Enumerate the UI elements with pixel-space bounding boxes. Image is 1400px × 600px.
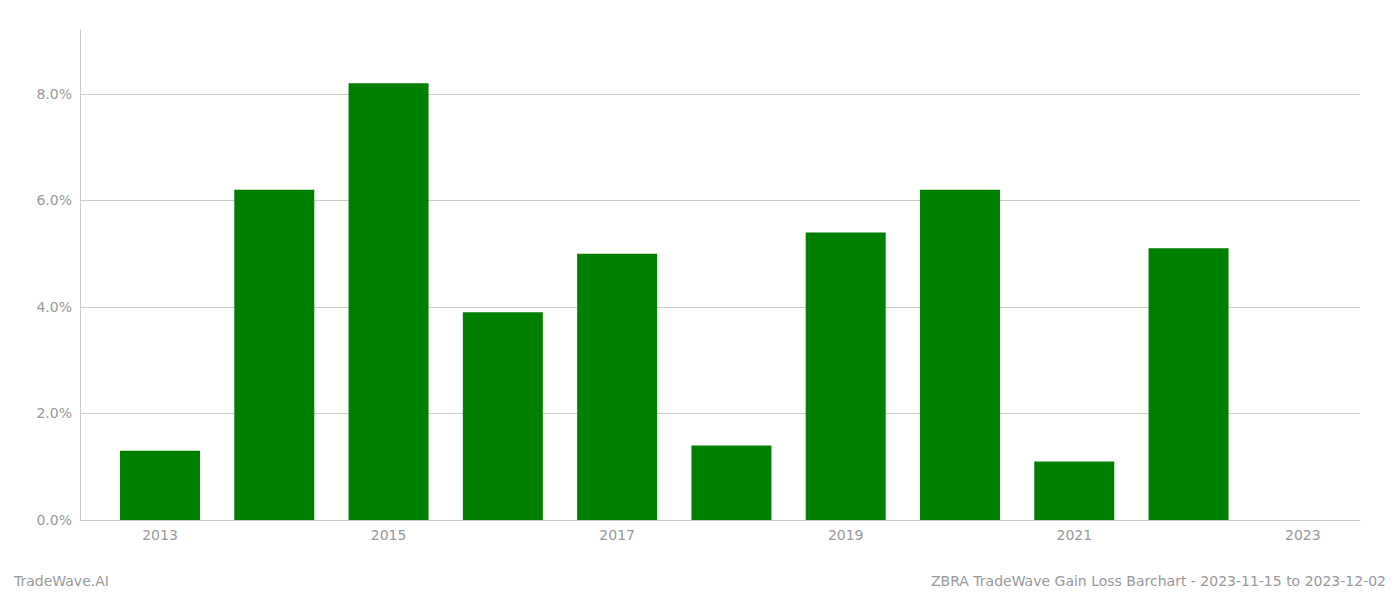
svg-text:2023: 2023 xyxy=(1285,527,1321,543)
svg-text:8.0%: 8.0% xyxy=(36,86,72,102)
svg-text:6.0%: 6.0% xyxy=(36,192,72,208)
svg-text:2015: 2015 xyxy=(371,527,407,543)
svg-text:4.0%: 4.0% xyxy=(36,299,72,315)
svg-text:0.0%: 0.0% xyxy=(36,512,72,528)
svg-text:2021: 2021 xyxy=(1056,527,1092,543)
svg-text:2013: 2013 xyxy=(142,527,178,543)
svg-text:2017: 2017 xyxy=(599,527,635,543)
svg-text:ZBRA TradeWave Gain Loss Barch: ZBRA TradeWave Gain Loss Barchart - 2023… xyxy=(931,573,1386,589)
svg-text:2019: 2019 xyxy=(828,527,864,543)
svg-text:TradeWave.AI: TradeWave.AI xyxy=(13,573,109,589)
svg-text:2.0%: 2.0% xyxy=(36,405,72,421)
